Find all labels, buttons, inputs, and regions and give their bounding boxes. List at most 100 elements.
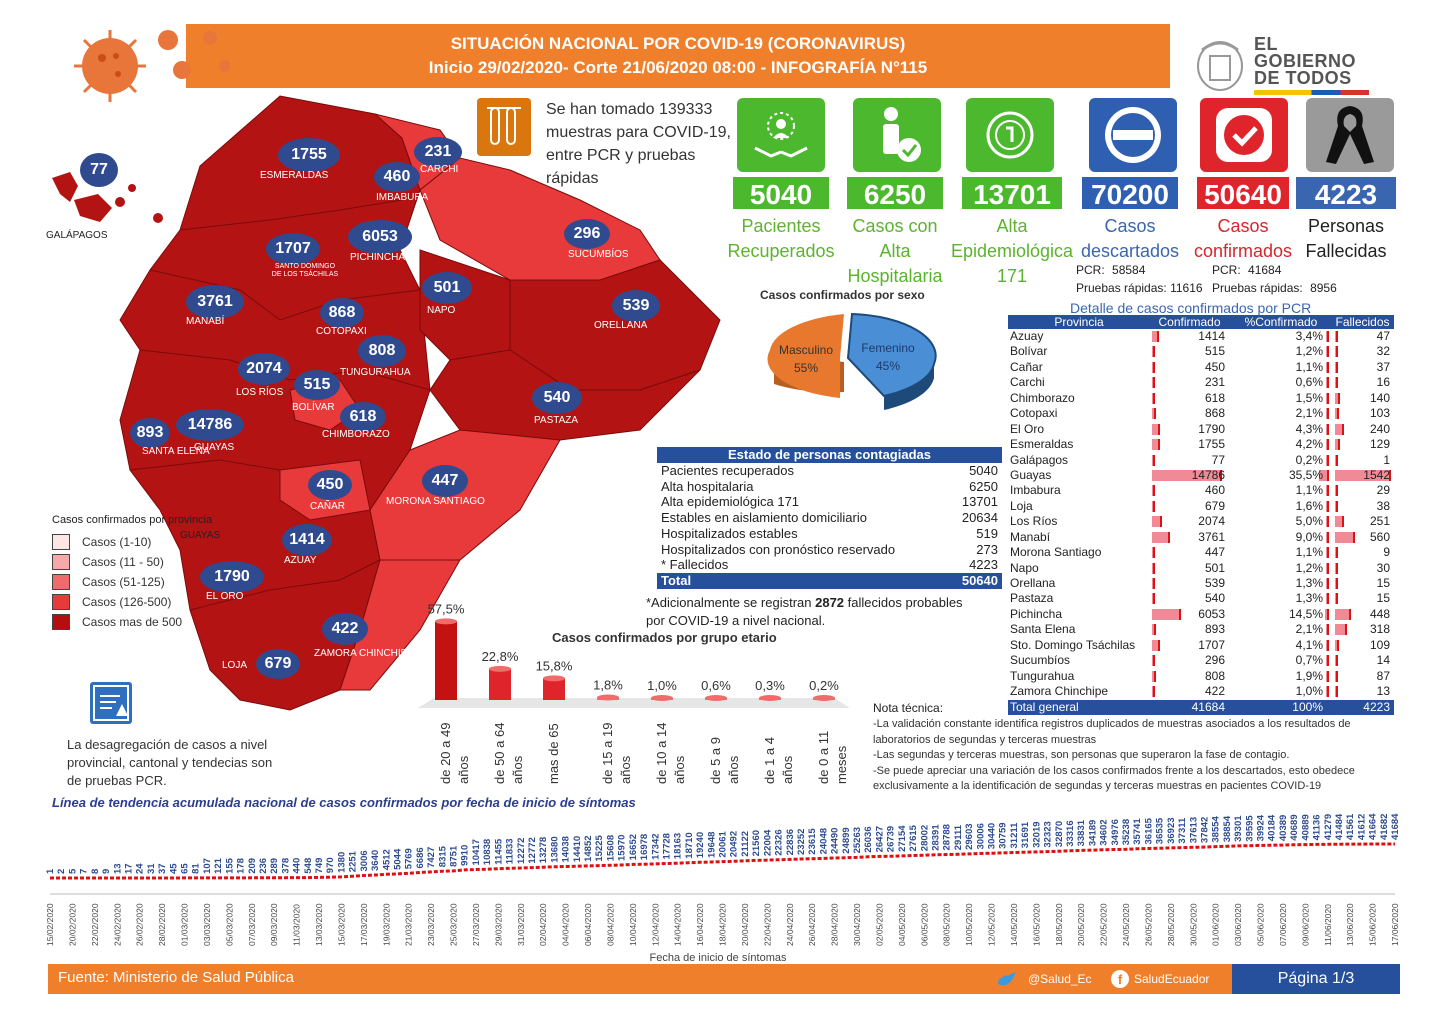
- map-label-morona-santiago: MORONA SANTIAGO: [386, 496, 485, 507]
- age-bar: [705, 695, 727, 701]
- pcr-data-bar: [1152, 624, 1157, 636]
- trend-value-label: 35238: [1121, 819, 1132, 845]
- facebook-icon[interactable]: f: [1110, 969, 1130, 989]
- legend-item: Casos (126-500): [52, 592, 212, 612]
- pie-label-male: Masculino: [779, 343, 833, 357]
- legend-item: Casos (11 - 50): [52, 552, 212, 572]
- status-row: * Fallecidos 4223: [661, 557, 998, 573]
- age-bar-chart: 57,5% de 20 a 49 años 22,8% de 50 a 64 años 15…: [418, 601, 850, 784]
- page-indicator: Página 1/3: [1232, 964, 1400, 994]
- pcr-table-row: Galápagos 77 0,2% 1: [1010, 452, 1390, 467]
- map-bubble-carchi: 231: [414, 137, 462, 167]
- trend-date-tick: 09/06/2020: [1300, 903, 1310, 946]
- tech-note-line: -Se puede apreciar una variación de los …: [873, 764, 1355, 777]
- age-bar-label: 0,3%: [755, 678, 785, 693]
- pcr-data-bar: [1152, 670, 1156, 682]
- pcr-data-bar: [1326, 439, 1329, 451]
- map-bubble-napo: 501: [422, 272, 472, 304]
- pcr-data-bar: [1326, 392, 1329, 404]
- pcr-table-row: Carchi 231 0,6% 16: [1010, 375, 1390, 390]
- trend-date-tick: 30/05/2020: [1188, 903, 1198, 946]
- trend-date-tick: 31/03/2020: [516, 903, 526, 946]
- trend-date-tick: 29/03/2020: [493, 903, 503, 946]
- map-bubble-canar: 450: [308, 470, 352, 500]
- trend-date-tick: 18/05/2020: [1054, 903, 1064, 946]
- trend-date-tick: 22/05/2020: [1099, 903, 1109, 946]
- map-label-tungurahua: TUNGURAHUA: [340, 367, 411, 378]
- pcr-data-bar: [1152, 392, 1155, 404]
- trend-value-label: 45: [168, 863, 179, 874]
- pcr-data-bar: [1335, 439, 1340, 451]
- trend-date-tick: 20/02/2020: [67, 903, 77, 946]
- kpi-label: Casos descartados: [1080, 216, 1180, 261]
- status-total-row: Total 50640: [657, 572, 1002, 589]
- trend-value-label: 37: [157, 863, 168, 874]
- age-bar: [489, 665, 511, 700]
- pcr-data-bar: [1335, 593, 1338, 605]
- pcr-table-row: Zamora Chinchipe 422 1,0% 13: [1010, 684, 1390, 699]
- status-row: Alta hospitalaria 6250: [661, 478, 998, 494]
- legend-label: Casos (11 - 50): [82, 555, 164, 569]
- trend-value-label: 22004: [762, 829, 773, 856]
- trend-value-label: 31: [146, 863, 157, 874]
- pcr-table-row: El Oro 1790 4,3% 240: [1010, 421, 1390, 436]
- trend-date-tick: 08/04/2020: [605, 903, 615, 946]
- map-bubble-santa-elena: 893: [130, 418, 170, 448]
- facebook-handle[interactable]: SaludEcuador: [1134, 972, 1210, 986]
- pcr-data-bar: [1335, 562, 1338, 574]
- map-label-los-rios: LOS RÍOS: [236, 387, 284, 398]
- kpi-value: 70200: [1082, 177, 1178, 210]
- pcr-total-row: Total general 41684 100% 4223: [1008, 699, 1394, 715]
- pcr-data-bar: [1335, 454, 1338, 466]
- document-chart-icon: [90, 682, 132, 724]
- pcr-data-bar: [1335, 469, 1391, 481]
- trend-value-label: 30759: [998, 822, 1009, 848]
- confirmados-rapidas: Pruebas rápidas: 8956: [1212, 281, 1337, 295]
- pie-slice-male: [767, 314, 844, 398]
- pcr-data-bar: [1335, 639, 1339, 651]
- pcr-data-bar: [1335, 392, 1341, 404]
- trend-value-label: 13680: [549, 836, 560, 862]
- trend-value-label: 6686: [415, 847, 426, 868]
- trend-value-label: 178: [236, 858, 247, 874]
- trend-value-label: 30440: [987, 823, 998, 849]
- pcr-table-row: Cañar 450 1,1% 37: [1010, 359, 1390, 374]
- trend-value-label: 37311: [1177, 817, 1188, 844]
- pcr-table-row: Chimborazo 618 1,5% 140: [1010, 390, 1390, 405]
- pcr-table-row: Pastaza 540 1,3% 15: [1010, 591, 1390, 606]
- pcr-table: Provincia Confirmado %Confirmado Falleci…: [1008, 315, 1394, 715]
- trend-value-label: 65: [180, 863, 191, 874]
- trend-value-label: 12772: [527, 837, 538, 863]
- trend-value-label: 5769: [404, 848, 415, 869]
- trend-value-label: 17342: [650, 833, 661, 859]
- samples-summary: Se han tomado 139333 muestras para COVID…: [546, 101, 731, 187]
- pcr-data-bar: [1152, 485, 1155, 497]
- age-chart-title: Casos confirmados por grupo etario: [552, 630, 777, 645]
- pcr-table-row: Loja 679 1,6% 38: [1010, 498, 1390, 513]
- trend-value-label: 209: [247, 858, 258, 874]
- age-bar-label: 1,8%: [593, 678, 623, 693]
- trend-value-label: 749: [314, 858, 325, 874]
- trend-date-tick: 23/03/2020: [426, 903, 436, 946]
- trend-date-tick: 07/06/2020: [1278, 903, 1288, 946]
- tech-note: -La validación constante identifica regi…: [873, 717, 1373, 795]
- trend-value-label: 41684: [1390, 813, 1401, 840]
- header-banner: SITUACIÓN NACIONAL POR COVID-19 (CORONAV…: [186, 24, 1170, 88]
- tech-note-line: -La validación constante identifica regi…: [873, 718, 1351, 730]
- tech-note-line: exclusivamente a la identificación de se…: [873, 780, 1322, 792]
- pcr-data-bar: [1335, 516, 1345, 528]
- map-label-bolivar: BOLÍVAR: [292, 402, 335, 413]
- kpi-value: 50640: [1197, 177, 1289, 210]
- trend-value-label: 36535: [1155, 817, 1166, 844]
- trend-value-label: 19240: [695, 832, 706, 858]
- pcr-data-bar: [1326, 454, 1329, 466]
- trend-value-label: 31691: [1020, 821, 1031, 848]
- epidemiological-cycle-icon: [966, 98, 1054, 172]
- trend-value-label: 107: [202, 858, 213, 874]
- pcr-table-row: Bolívar 515 1,2% 32: [1010, 344, 1390, 359]
- twitter-handle[interactable]: @Salud_Ec: [1028, 972, 1092, 986]
- pcr-data-bar: [1152, 346, 1155, 358]
- twitter-icon[interactable]: [996, 970, 1018, 988]
- pcr-data-bar: [1335, 423, 1344, 435]
- pcr-data-bar: [1324, 608, 1329, 620]
